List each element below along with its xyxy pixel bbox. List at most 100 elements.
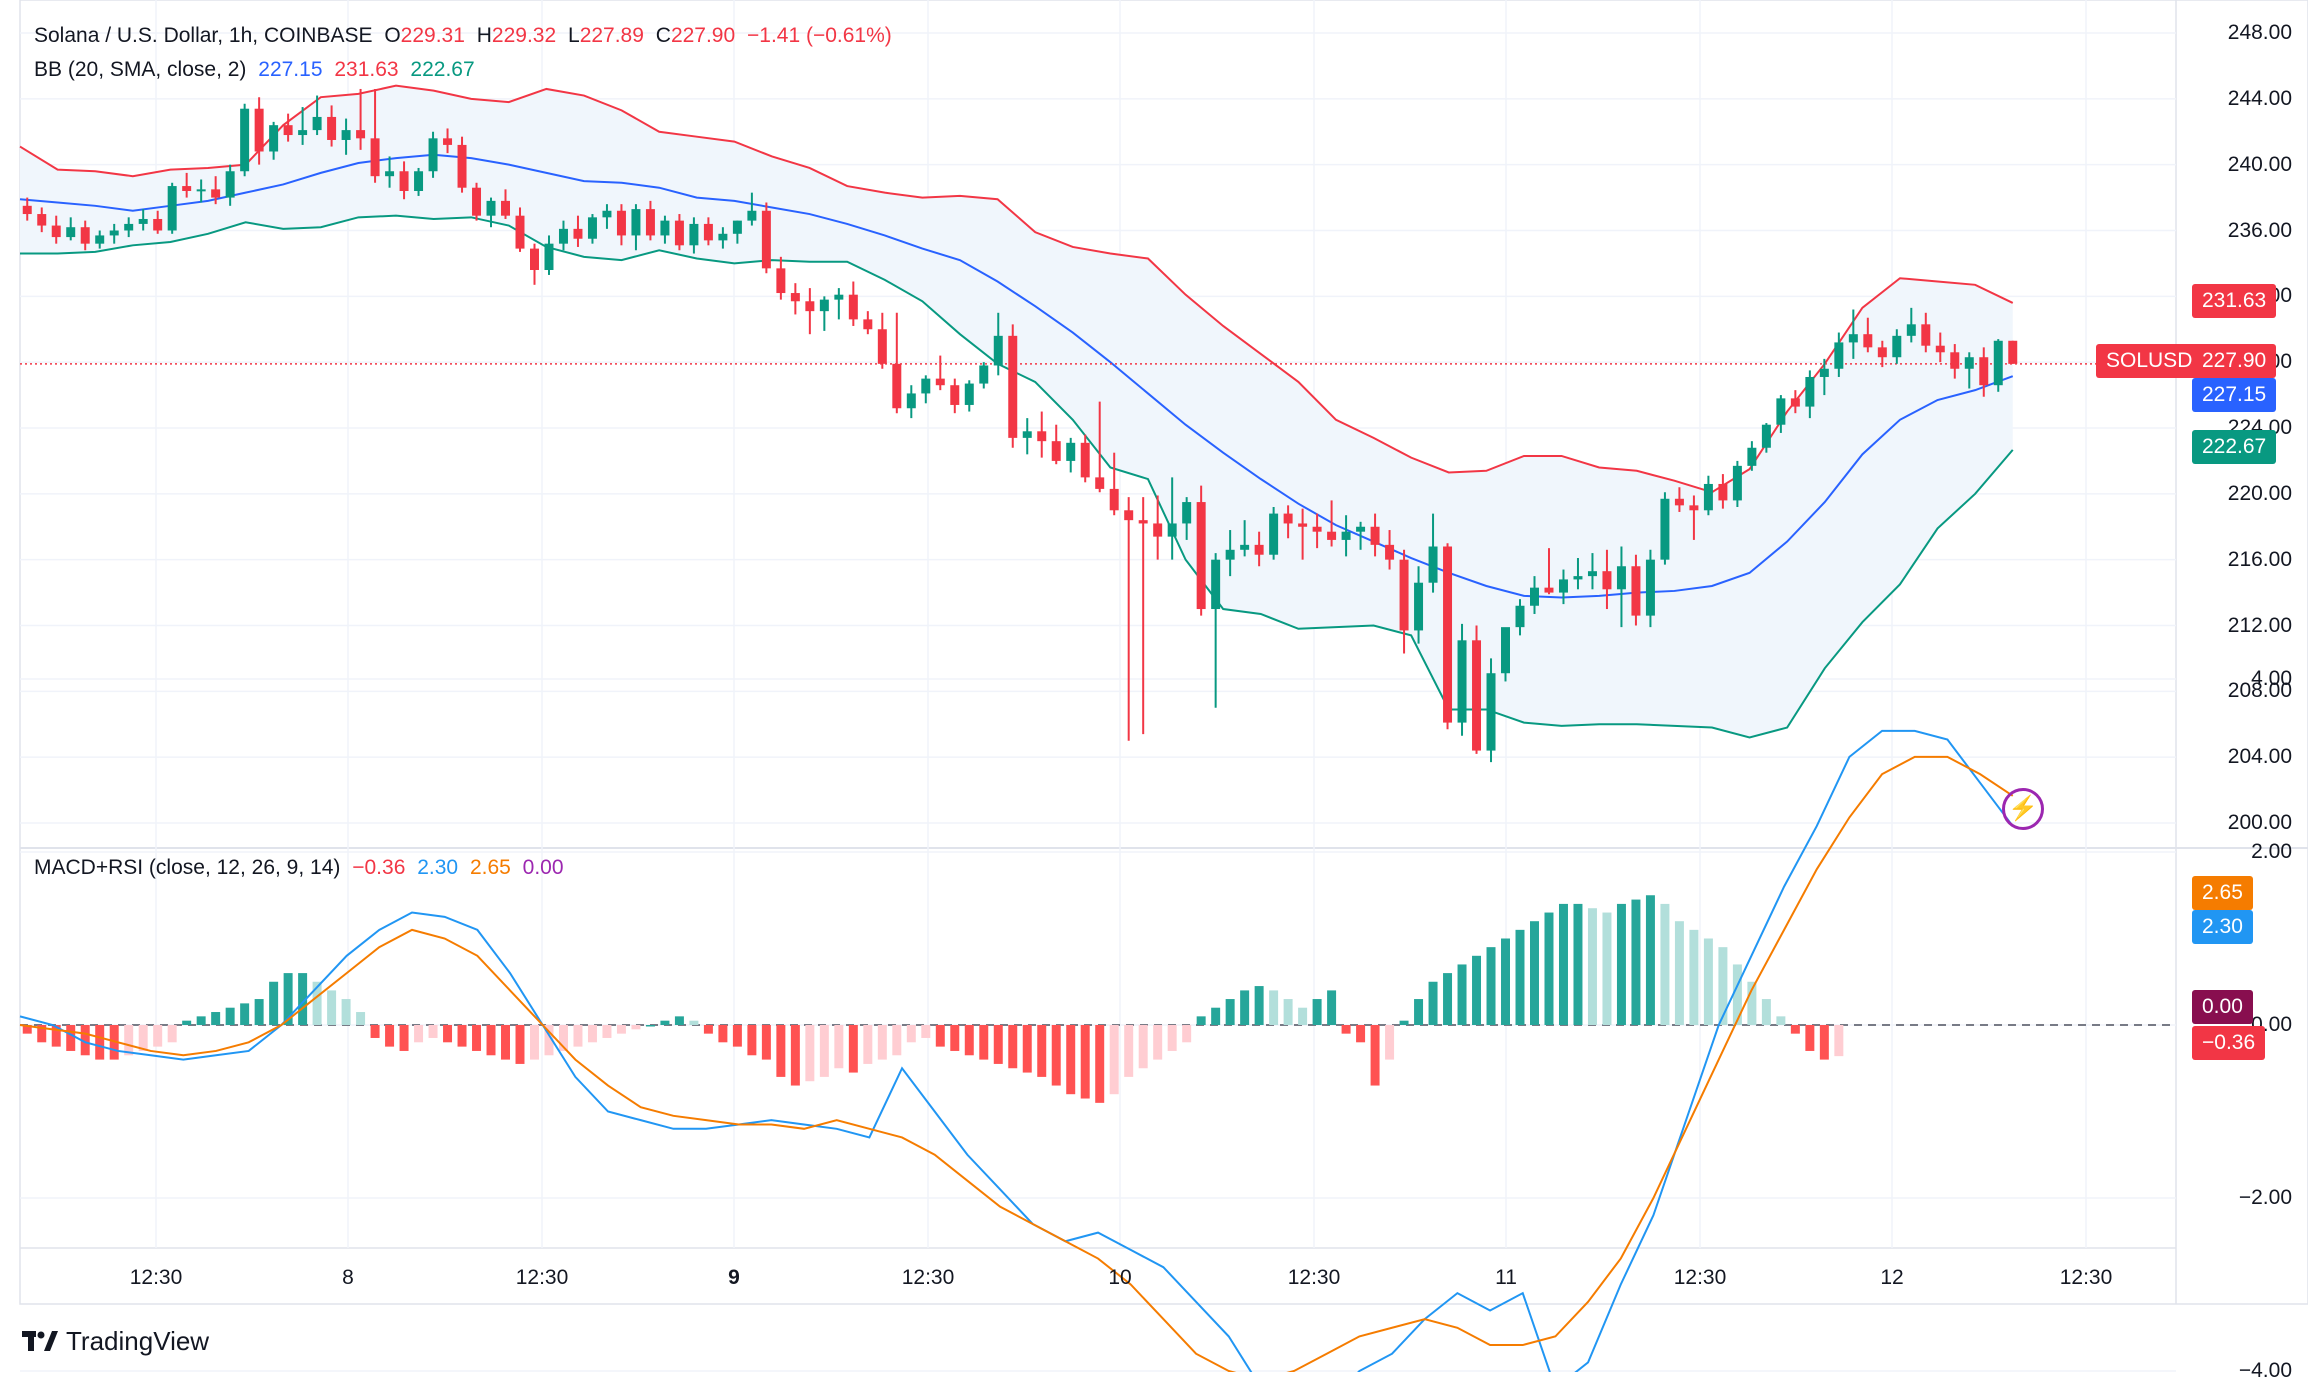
candle-body: [1718, 483, 1728, 501]
candle-body: [877, 329, 887, 364]
macd-histogram-bar: [1587, 908, 1597, 1025]
macd-histogram-bar: [1037, 1025, 1047, 1077]
macd-histogram-bar: [1095, 1025, 1105, 1103]
candle-body: [530, 248, 539, 270]
macd-histogram-bar: [182, 1020, 192, 1025]
candle-body: [718, 233, 728, 241]
macd-histogram-bar: [964, 1025, 974, 1056]
macd-histogram-bar: [602, 1025, 612, 1038]
macd-histogram-bar: [312, 981, 322, 1025]
candle-body: [269, 125, 279, 152]
candle-body: [109, 230, 119, 236]
macd-hist-tag: −0.36: [2192, 1026, 2266, 1060]
candle-body: [558, 228, 568, 244]
macd-histogram-bar: [1211, 1007, 1221, 1025]
macd-histogram-bar: [269, 981, 279, 1025]
macd-histogram-bar: [1486, 947, 1496, 1025]
open-label: O: [384, 24, 401, 47]
candle-body: [993, 335, 1003, 366]
close-label: C: [655, 24, 671, 47]
candle-body: [1283, 513, 1293, 524]
candle-body: [385, 171, 395, 177]
macd-histogram-bar: [1776, 1016, 1786, 1025]
macd-value: 2.30: [417, 856, 459, 879]
candle-body: [1428, 546, 1438, 583]
candle-body: [1385, 544, 1395, 560]
price-tick-label: 204.00: [2227, 745, 2292, 769]
time-tick-label: 12: [1880, 1266, 1904, 1289]
macd-tick-label: 2.00: [2251, 840, 2292, 863]
macd-histogram-bar: [703, 1025, 713, 1034]
candle-body: [443, 138, 453, 145]
macd-histogram-bar: [196, 1016, 206, 1025]
candle-body: [1877, 347, 1887, 358]
time-tick-label: 12:30: [129, 1266, 183, 1289]
lightning-icon[interactable]: ⚡: [2002, 788, 2044, 830]
price-tick-label: 200.00: [2227, 811, 2292, 834]
candle-body: [1312, 526, 1322, 532]
candle-body: [1370, 526, 1380, 545]
candle-body: [1472, 640, 1482, 751]
bb-lower-value: 222.67: [410, 58, 475, 81]
candle-body: [80, 227, 90, 244]
macd-histogram-bar: [399, 1025, 409, 1051]
macd-histogram-bar: [544, 1025, 554, 1056]
candle-body: [1892, 335, 1902, 358]
macd-histogram-bar: [645, 1025, 655, 1027]
time-tick-label: 12:30: [1673, 1266, 1727, 1289]
macd-zero-tag: 0.00: [2192, 990, 2253, 1024]
macd-histogram-bar: [1530, 921, 1539, 1025]
macd-histogram-bar: [1269, 990, 1279, 1025]
macd-histogram-bar: [515, 1025, 525, 1064]
candle-body: [138, 218, 148, 224]
candle-body: [51, 225, 61, 238]
candle-body: [1790, 398, 1800, 407]
bb-legend[interactable]: BB (20, SMA, close, 2) 227.15 231.63 222…: [34, 58, 481, 82]
macd-tag: 2.30: [2192, 910, 2253, 944]
macd-histogram-bar: [1385, 1025, 1395, 1060]
macd-histogram-bar: [1718, 947, 1728, 1025]
macd-histogram-bar: [1457, 964, 1467, 1025]
macd-histogram-bar: [1356, 1025, 1366, 1043]
price-tick-label: 248.00: [2227, 21, 2292, 44]
macd-histogram-bar: [1602, 912, 1612, 1025]
symbol-tag: SOLUSD: [2096, 344, 2203, 378]
macd-histogram-bar: [283, 973, 293, 1025]
candle-body: [472, 187, 482, 216]
tradingview-logo[interactable]: TradingView: [22, 1326, 209, 1357]
candle-body: [182, 186, 192, 191]
macd-legend[interactable]: MACD+RSI (close, 12, 26, 9, 14) −0.36 2.…: [34, 856, 570, 880]
candle-body: [167, 186, 177, 231]
candle-body: [124, 223, 134, 231]
macd-histogram-bar: [1674, 921, 1684, 1025]
candle-body: [573, 228, 583, 239]
candle-body: [1819, 368, 1829, 377]
change-value: −1.41 (−0.61%): [747, 24, 892, 47]
candle-body: [95, 235, 105, 244]
macd-histogram-bar: [1124, 1025, 1134, 1077]
candle-body: [834, 294, 844, 300]
macd-histogram-bar: [616, 1025, 626, 1034]
candle-body: [979, 365, 989, 384]
candle-body: [1037, 431, 1047, 442]
macd-histogram-bar: [1066, 1025, 1076, 1095]
bb-name: BB (20, SMA, close, 2): [34, 58, 247, 81]
macd-histogram-bar: [298, 973, 308, 1025]
candle-body: [486, 200, 496, 216]
candle-body: [327, 116, 337, 140]
candle-body: [950, 385, 960, 405]
macd-histogram-bar: [935, 1025, 945, 1047]
macd-signal-tag: 2.65: [2192, 876, 2253, 910]
macd-histogram-bar: [341, 999, 351, 1025]
candle-body: [1979, 357, 1989, 386]
price-tick-label: 216.00: [2227, 547, 2292, 571]
candle-body: [515, 215, 525, 249]
macd-histogram-bar: [1051, 1025, 1061, 1086]
macd-histogram-bar: [587, 1025, 597, 1043]
candle-body: [1153, 523, 1163, 537]
candle-body: [370, 138, 380, 177]
candle-body: [2008, 340, 2018, 364]
price-tick-label: 212.00: [2227, 613, 2292, 637]
candle-body: [1196, 502, 1206, 610]
